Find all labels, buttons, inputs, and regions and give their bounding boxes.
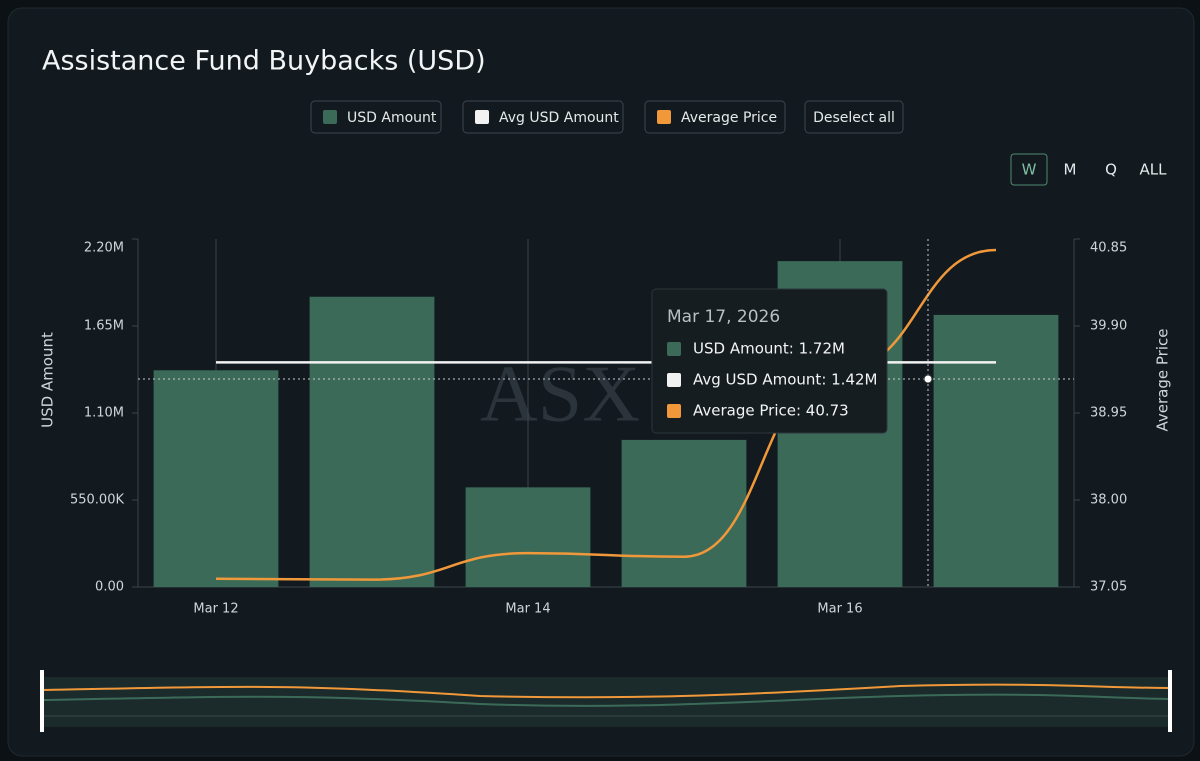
- bar: [933, 314, 1059, 587]
- legend-label: USD Amount: [347, 110, 437, 126]
- tooltip-swatch: [667, 373, 681, 387]
- range-button[interactable]: ALL: [1140, 161, 1168, 179]
- y2-tick-label: 38.00: [1090, 493, 1127, 508]
- y2-tick-label: 38.95: [1090, 406, 1127, 421]
- navigator-bars-line: [41, 693, 1171, 707]
- tooltip: Mar 17, 2026 USD Amount: 1.72M Avg USD Amo…: [651, 288, 888, 434]
- y-tick-label: 1.10M: [84, 406, 124, 421]
- watermark: ASX: [480, 350, 640, 438]
- y2-axis-label: Average Price: [1154, 329, 1172, 432]
- x-tick-label: Mar 16: [817, 602, 862, 617]
- legend-label: Avg USD Amount: [499, 110, 619, 126]
- bar: [153, 370, 279, 587]
- deselect-label: Deselect all: [813, 110, 895, 126]
- y2-tick-label: 40.85: [1090, 241, 1127, 256]
- y-axis-label: USD Amount: [39, 332, 57, 428]
- legend-button[interactable]: [462, 100, 624, 134]
- tooltip-item: USD Amount: 1.72M: [693, 340, 845, 358]
- legend-swatch: [657, 110, 671, 124]
- navigator-price-line: [41, 683, 1171, 699]
- range-button[interactable]: M: [1064, 161, 1077, 179]
- legend-swatch: [323, 110, 337, 124]
- range-button[interactable]: Q: [1105, 161, 1117, 179]
- legend-button[interactable]: [310, 100, 442, 134]
- y2-tick-label: 37.05: [1090, 580, 1127, 595]
- navigator-handle[interactable]: [40, 670, 44, 732]
- x-tick-label: Mar 14: [505, 602, 550, 617]
- bar: [309, 296, 435, 587]
- tooltip-box: [651, 288, 888, 434]
- tooltip-item: Average Price: 40.73: [693, 402, 849, 420]
- y-tick-label: 1.65M: [84, 319, 124, 334]
- bar: [465, 487, 591, 587]
- chart-title: Assistance Fund Buybacks (USD): [42, 46, 486, 77]
- deselect-button[interactable]: [804, 100, 904, 134]
- y-tick-label: 2.20M: [84, 241, 124, 256]
- legend-label: Average Price: [681, 110, 777, 126]
- legend-button[interactable]: [644, 100, 786, 134]
- tooltip-item: Avg USD Amount: 1.42M: [693, 371, 877, 389]
- range-button-active[interactable]: [1010, 153, 1048, 186]
- y-tick-label: 0.00: [95, 580, 124, 595]
- tooltip-swatch: [667, 404, 681, 418]
- y2-tick-label: 39.90: [1090, 319, 1127, 334]
- tooltip-swatch: [667, 342, 681, 356]
- x-tick-label: Mar 12: [193, 602, 238, 617]
- y-tick-label: 550.00K: [70, 493, 124, 508]
- bar: [621, 439, 747, 587]
- navigator: [40, 670, 1172, 732]
- crosshair-dot: [923, 374, 933, 384]
- legend-swatch: [475, 110, 489, 124]
- navigator-handle[interactable]: [1168, 670, 1172, 732]
- tooltip-title: Mar 17, 2026: [667, 307, 780, 327]
- range-button[interactable]: W: [1022, 161, 1037, 179]
